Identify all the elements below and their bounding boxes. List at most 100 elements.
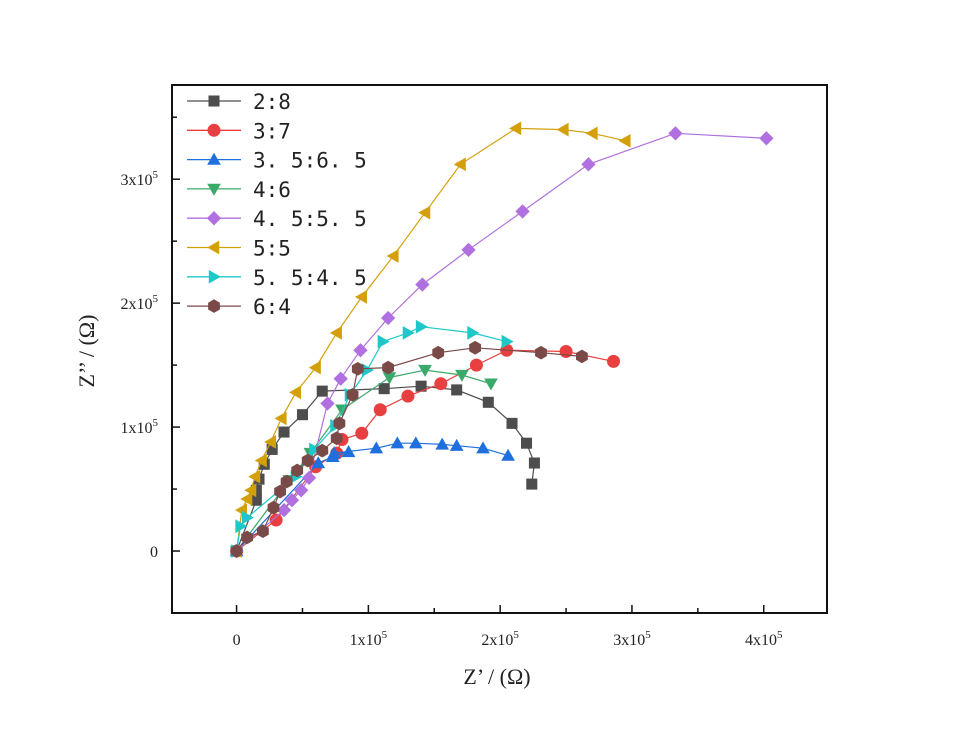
data-point: [254, 453, 267, 468]
data-point: [353, 343, 368, 358]
data-point: [327, 446, 341, 459]
data-point: [461, 242, 476, 257]
data-point: [289, 385, 302, 400]
legend-label: 3:7: [253, 119, 291, 143]
data-point: [449, 438, 464, 451]
data-point: [668, 126, 683, 141]
data-point: [501, 448, 515, 461]
data-point: [278, 426, 290, 438]
y-tick-label: 2x105: [121, 293, 159, 313]
data-point: [509, 121, 522, 136]
data-point: [301, 470, 317, 486]
data-point: [382, 360, 394, 375]
data-point: [291, 463, 304, 478]
data-point: [581, 157, 596, 172]
legend-item: 5:5: [187, 237, 291, 261]
data-point: [484, 378, 498, 391]
legend-marker: [207, 123, 221, 137]
data-point: [515, 204, 530, 219]
data-point: [250, 494, 262, 506]
data-point: [455, 369, 469, 382]
data-point: [267, 500, 280, 515]
legend-item: 4. 5:5. 5: [187, 207, 367, 231]
legend-label: 5. 5:4. 5: [253, 266, 367, 290]
data-point: [476, 441, 490, 454]
data-point: [355, 426, 369, 440]
data-point: [361, 363, 374, 377]
data-point: [432, 345, 445, 360]
data-point: [415, 319, 428, 334]
data-point: [453, 157, 466, 172]
data-point: [266, 443, 278, 455]
data-point: [240, 492, 253, 506]
data-point: [401, 389, 415, 403]
data-point: [434, 377, 448, 391]
y-axis-title: Z’’ / (Ω): [74, 315, 99, 388]
data-point: [284, 493, 300, 508]
data-point: [451, 384, 463, 396]
x-axis: 0 1x105 2x105 3x105 4x105: [233, 605, 783, 649]
data-point: [274, 411, 287, 426]
data-point: [556, 122, 569, 137]
legend-label: 6:4: [253, 295, 291, 319]
data-point: [759, 131, 774, 146]
data-point: [316, 385, 328, 397]
data-point: [294, 483, 309, 498]
data-point: [535, 345, 547, 360]
series-6-4: [230, 340, 588, 558]
data-point: [418, 205, 431, 220]
data-point: [606, 354, 620, 368]
x-tick-label: 2x105: [481, 629, 519, 649]
data-point: [469, 358, 483, 372]
data-point: [390, 436, 405, 449]
series-5-5: [229, 121, 631, 558]
data-point: [382, 372, 397, 385]
y-axis: 0 1x105 2x105 3x105: [121, 116, 180, 561]
series-layer: [229, 121, 774, 559]
data-point: [520, 437, 533, 449]
data-point: [316, 443, 329, 458]
x-tick-label: 4x105: [745, 629, 783, 649]
data-point: [308, 360, 321, 375]
data-point: [467, 326, 480, 340]
data-point: [241, 510, 254, 525]
data-point: [346, 388, 359, 402]
legend-label: 3. 5:6. 5: [253, 149, 367, 173]
data-point: [241, 530, 253, 545]
legend-marker: [208, 269, 221, 284]
legend-marker: [208, 95, 220, 107]
data-point: [526, 478, 538, 490]
data-point: [482, 396, 494, 408]
data-point: [351, 362, 364, 376]
legend-item: 4:6: [187, 178, 291, 202]
legend-marker: [208, 299, 220, 313]
data-point: [341, 445, 356, 458]
data-point: [296, 409, 308, 421]
data-point: [576, 349, 588, 364]
data-point: [585, 126, 598, 141]
legend-marker: [207, 152, 221, 165]
data-point: [330, 431, 343, 446]
data-point: [435, 437, 449, 450]
x-tick-label: 1x105: [350, 629, 388, 649]
data-point: [506, 417, 518, 429]
data-point: [257, 524, 269, 538]
legend-label: 4:6: [253, 178, 291, 202]
data-point: [415, 380, 427, 392]
data-point: [378, 383, 390, 395]
data-point: [501, 334, 514, 349]
data-point: [301, 453, 314, 468]
data-point: [329, 326, 342, 340]
data-point: [415, 277, 430, 292]
legend-item: 3:7: [187, 119, 291, 143]
data-point: [280, 474, 293, 489]
legend-label: 2:8: [253, 90, 291, 114]
data-point: [250, 484, 262, 496]
data-point: [333, 371, 348, 386]
legend-marker: [206, 211, 222, 226]
legend-item: 6:4: [187, 295, 291, 319]
data-point: [528, 457, 540, 469]
legend-item: 5. 5:4. 5: [187, 266, 367, 290]
data-point: [469, 340, 481, 355]
